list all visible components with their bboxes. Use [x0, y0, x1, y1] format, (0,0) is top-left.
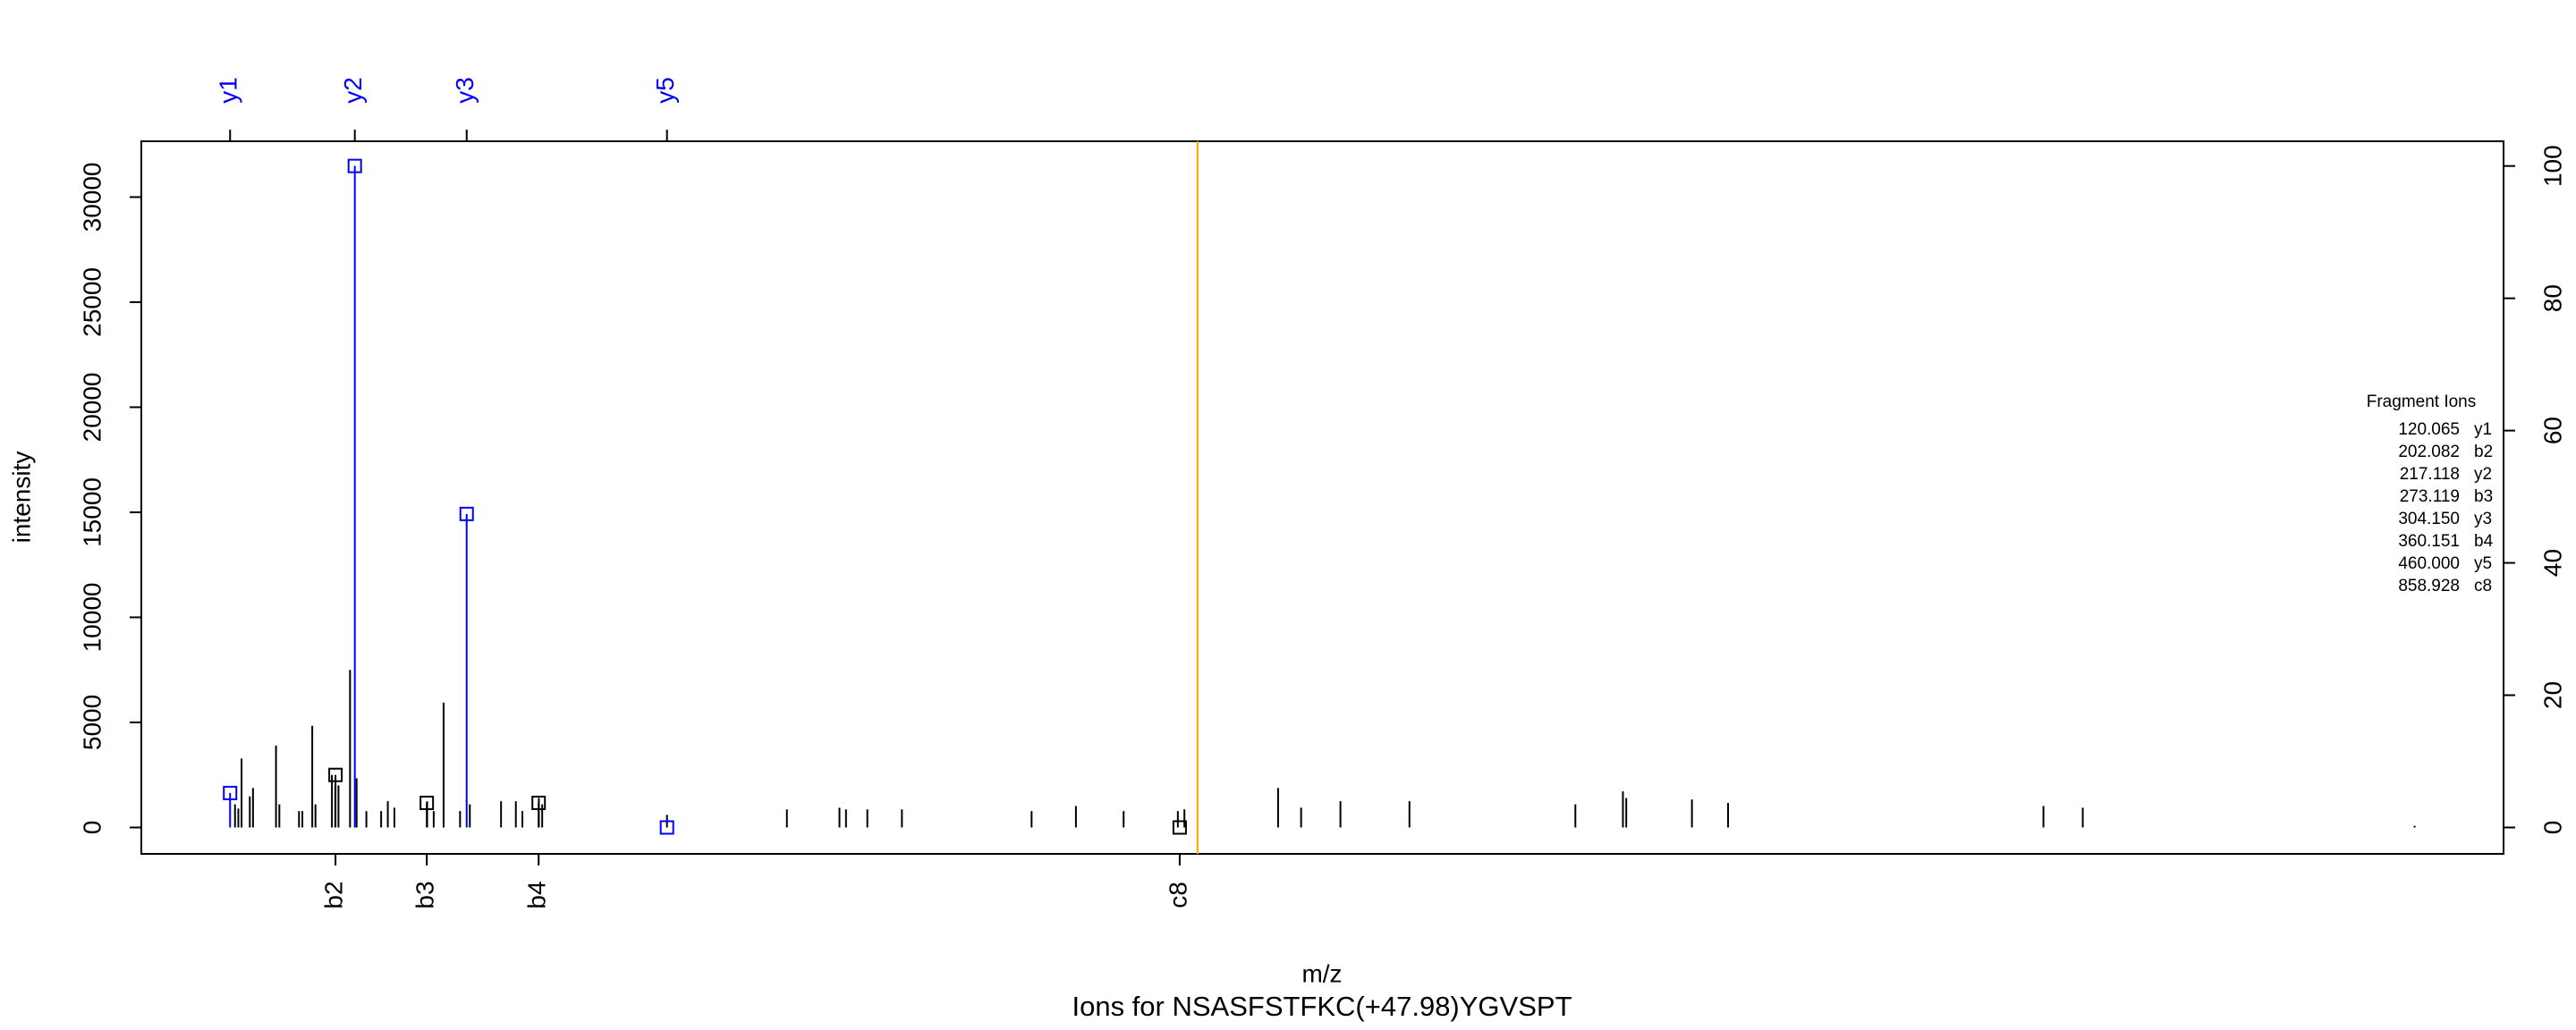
chart-title: Ions for NSASFSTFKC(+47.98)YGVSPT: [1072, 991, 1572, 1022]
legend-mz: 460.000: [2398, 554, 2460, 573]
y-tick-label: 25000: [78, 267, 106, 337]
y2-tick-label: 80: [2538, 284, 2566, 312]
top-tick-label: y3: [451, 77, 479, 104]
y-tick-label: 20000: [78, 373, 106, 443]
y-tick-label: 30000: [78, 162, 106, 232]
legend-ion: y2: [2474, 465, 2492, 484]
fragment-marker: [659, 820, 674, 835]
legend-title: Fragment Ions: [2367, 393, 2477, 411]
fragment-marker: [459, 506, 474, 521]
y-tick-label: 10000: [78, 583, 106, 653]
fragment-marker: [328, 767, 343, 782]
fragment-marker: [347, 158, 362, 173]
top-tick-label: y1: [215, 77, 242, 104]
y2-tick-label: 0: [2538, 821, 2566, 835]
legend-mz: 360.151: [2398, 532, 2460, 551]
y2-tick-label: 60: [2538, 417, 2566, 444]
fragment-marker: [531, 795, 547, 810]
y-tick-label: 5000: [78, 695, 106, 750]
y2-tick-label: 100: [2538, 145, 2566, 187]
bottom-tick-label: c8: [1164, 882, 1191, 908]
fragment-marker: [419, 795, 435, 810]
fragment-marker: [223, 785, 238, 800]
legend-ion: b4: [2474, 532, 2494, 551]
top-tick-label: y5: [651, 77, 679, 104]
legend-mz: 202.082: [2398, 443, 2460, 461]
legend-mz: 120.065: [2398, 420, 2460, 439]
y2-tick-label: 40: [2538, 549, 2566, 577]
legend-ion: y5: [2474, 554, 2492, 573]
legend-ion: y3: [2474, 510, 2492, 528]
legend-ion: c8: [2474, 577, 2492, 595]
legend-mz: 273.119: [2400, 487, 2460, 506]
bottom-tick-label: b4: [523, 881, 551, 908]
y-tick-label: 0: [78, 821, 106, 835]
fragment-marker: [1172, 820, 1187, 835]
legend-mz: 858.928: [2398, 577, 2460, 595]
legend-mz: 217.118: [2400, 465, 2460, 484]
x-axis-label: m/z: [1301, 959, 1342, 987]
y2-tick-label: 20: [2538, 681, 2566, 709]
y-axis-label: intensity: [7, 452, 35, 544]
top-tick-label: y2: [339, 77, 367, 104]
legend-ion: b2: [2474, 443, 2493, 461]
y-tick-label: 15000: [78, 477, 106, 547]
bottom-tick-label: b3: [411, 881, 439, 908]
legend-ion: b3: [2474, 487, 2493, 506]
legend-mz: 304.150: [2398, 510, 2460, 528]
legend: Fragment Ions 120.065 y1 202.082 b2 217.118 y2…: [2367, 393, 2494, 595]
bottom-tick-label: b2: [319, 881, 347, 908]
legend-ion: y1: [2474, 420, 2492, 439]
plot-frame: [140, 140, 2504, 855]
